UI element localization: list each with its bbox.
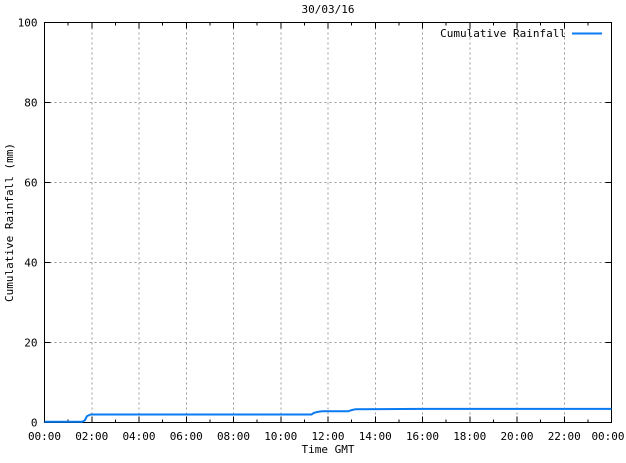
x-tick-label: 10:00	[264, 430, 297, 443]
y-tick-label: 80	[24, 97, 37, 110]
x-tick-label: 08:00	[217, 430, 250, 443]
y-axis-label: Cumulative Rainfall (mm)	[3, 143, 16, 302]
y-tick-label: 0	[31, 417, 38, 430]
x-tick-label: 00:00	[28, 430, 61, 443]
legend-label: Cumulative Rainfall	[440, 27, 566, 40]
x-tick-label: 04:00	[122, 430, 155, 443]
y-tick-label: 40	[24, 257, 37, 270]
y-tick-label: 100	[18, 17, 38, 30]
y-tick-label: 60	[24, 177, 37, 190]
x-tick-label: 02:00	[75, 430, 108, 443]
chart-title: 30/03/16	[302, 3, 355, 16]
series-line	[44, 407, 612, 423]
x-tick-label: 20:00	[500, 430, 533, 443]
x-axis-label: Time GMT	[302, 443, 355, 456]
x-tick-label: 00:00	[591, 430, 624, 443]
x-tick-label: 16:00	[406, 430, 439, 443]
x-tick-label: 14:00	[359, 430, 392, 443]
x-tick-label: 22:00	[548, 430, 581, 443]
x-tick-label: 06:00	[170, 430, 203, 443]
x-tick-label: 18:00	[453, 430, 486, 443]
y-tick-label: 20	[24, 337, 37, 350]
x-tick-label: 12:00	[311, 430, 344, 443]
